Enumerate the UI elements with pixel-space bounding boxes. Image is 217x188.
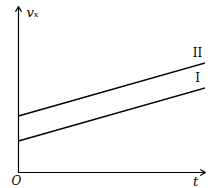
- svg-text:O: O: [12, 174, 22, 188]
- svg-text:I: I: [195, 71, 200, 85]
- svg-text:II: II: [193, 46, 203, 60]
- svg-text:vₓ: vₓ: [27, 5, 39, 20]
- svg-text:t: t: [193, 174, 199, 188]
